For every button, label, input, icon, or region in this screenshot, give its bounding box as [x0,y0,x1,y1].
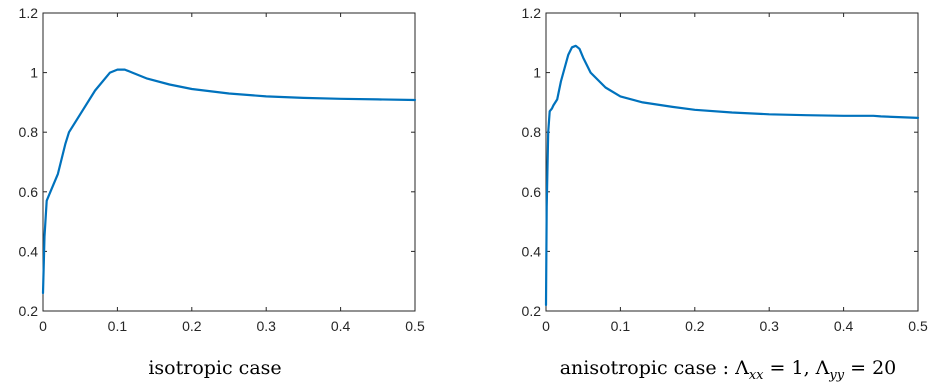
x-tick-label: 0.5 [908,318,928,334]
chart-anisotropic: 0 0.1 0.2 0.3 0.4 0.5 0.2 0.4 0.6 0.8 1 1.2 anisot… [522,5,928,383]
y-axis: 0.2 0.4 0.6 0.8 1 1.2 [522,5,918,319]
y-tick-label: 0.2 [19,303,39,319]
axes-box [42,12,416,312]
x-tick-label: 0.1 [108,318,128,334]
x-tick-label: 0.2 [685,318,705,334]
y-tick-label: 1.2 [522,5,542,21]
x-tick-label: 0.4 [834,318,854,334]
series-line [544,44,920,307]
x-axis: 0 0.1 0.2 0.3 0.4 0.5 [39,13,425,334]
y-tick-label: 0.8 [522,124,542,140]
caption-sub-2: yy [828,368,844,383]
chart-isotropic: 0 0.1 0.2 0.3 0.4 0.5 0.2 0.4 0.6 0.8 1 1.2 isotro… [19,5,425,379]
y-tick-label: 0.6 [19,184,39,200]
y-tick-label: 0.4 [19,243,39,259]
axes-box [545,12,919,312]
caption-lambda-2: Λ [815,357,830,379]
y-tick-label: 1 [533,65,541,81]
y-tick-label: 1.2 [19,5,39,21]
x-tick-label: 0.1 [611,318,631,334]
caption-eq-1: = 1, [763,357,815,379]
x-axis: 0 0.1 0.2 0.3 0.4 0.5 [542,13,928,334]
caption-lambda-1: Λ [734,357,749,379]
x-tick-label: 0 [542,318,550,334]
y-tick-label: 0.8 [19,124,39,140]
y-axis: 0.2 0.4 0.6 0.8 1 1.2 [19,5,415,319]
y-tick-label: 0.6 [522,184,542,200]
chart-caption: anisotropic case : Λxx = 1, Λyy = 20 [560,357,897,383]
x-tick-label: 0 [39,318,47,334]
x-tick-label: 0.4 [331,318,351,334]
series-line [41,68,417,295]
y-tick-label: 0.2 [522,303,542,319]
chart-caption: isotropic case [148,357,281,379]
y-tick-label: 1 [30,65,38,81]
caption-eq-2: = 20 [844,357,896,379]
caption-sub-1: xx [749,368,764,383]
x-tick-label: 0.3 [256,318,276,334]
y-tick-label: 0.4 [522,243,542,259]
x-tick-label: 0.5 [405,318,425,334]
x-tick-label: 0.2 [182,318,202,334]
x-tick-label: 0.3 [759,318,779,334]
caption-prefix: anisotropic case : [560,357,735,379]
